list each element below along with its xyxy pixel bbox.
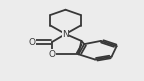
Text: O: O [29, 38, 36, 47]
Text: N: N [62, 29, 69, 39]
Text: O: O [48, 50, 55, 59]
